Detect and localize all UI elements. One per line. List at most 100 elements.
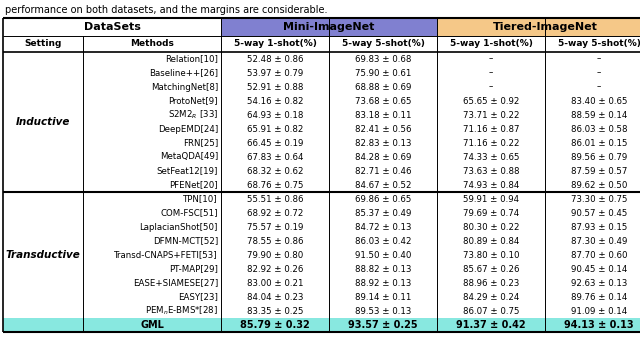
Text: –: –: [597, 68, 601, 78]
Text: 87.93 ± 0.15: 87.93 ± 0.15: [571, 223, 627, 232]
Text: EASE+SIAMESE[27]: EASE+SIAMESE[27]: [132, 278, 218, 288]
Text: Mini-ImageNet: Mini-ImageNet: [284, 22, 374, 32]
Text: 82.92 ± 0.26: 82.92 ± 0.26: [247, 264, 303, 274]
Text: 88.92 ± 0.13: 88.92 ± 0.13: [355, 278, 411, 288]
Text: –: –: [489, 54, 493, 64]
Text: GML: GML: [140, 320, 164, 330]
Text: 5-way 1-shot(%): 5-way 1-shot(%): [234, 39, 316, 49]
Text: 59.91 ± 0.94: 59.91 ± 0.94: [463, 195, 519, 203]
Text: 86.01 ± 0.15: 86.01 ± 0.15: [571, 139, 627, 147]
Text: 5-way 1-shot(%): 5-way 1-shot(%): [449, 39, 532, 49]
Text: 71.16 ± 0.87: 71.16 ± 0.87: [463, 124, 519, 133]
Text: 75.90 ± 0.61: 75.90 ± 0.61: [355, 68, 411, 78]
Text: S2M2$_R$ [33]: S2M2$_R$ [33]: [168, 109, 218, 121]
Text: 71.16 ± 0.22: 71.16 ± 0.22: [463, 139, 519, 147]
Text: DeepEMD[24]: DeepEMD[24]: [157, 124, 218, 133]
Text: 88.96 ± 0.23: 88.96 ± 0.23: [463, 278, 519, 288]
Text: 85.67 ± 0.26: 85.67 ± 0.26: [463, 264, 519, 274]
Text: –: –: [489, 82, 493, 92]
Text: 86.03 ± 0.42: 86.03 ± 0.42: [355, 237, 412, 246]
Text: Setting: Setting: [24, 39, 61, 49]
Text: –: –: [597, 82, 601, 92]
Text: 79.69 ± 0.74: 79.69 ± 0.74: [463, 209, 519, 218]
Text: 80.89 ± 0.84: 80.89 ± 0.84: [463, 237, 519, 246]
Text: 84.72 ± 0.13: 84.72 ± 0.13: [355, 223, 412, 232]
Bar: [3, 318, 640, 332]
Text: Inductive: Inductive: [16, 117, 70, 127]
Text: Tiered-ImageNet: Tiered-ImageNet: [493, 22, 597, 32]
Text: 69.83 ± 0.68: 69.83 ± 0.68: [355, 54, 411, 64]
Text: 83.35 ± 0.25: 83.35 ± 0.25: [247, 306, 303, 316]
Text: 87.59 ± 0.57: 87.59 ± 0.57: [571, 167, 627, 175]
Text: Baseline++[26]: Baseline++[26]: [149, 68, 218, 78]
Text: 84.04 ± 0.23: 84.04 ± 0.23: [247, 292, 303, 302]
Text: 74.33 ± 0.65: 74.33 ± 0.65: [463, 153, 519, 161]
Text: FRN[25]: FRN[25]: [183, 139, 218, 147]
Text: 82.83 ± 0.13: 82.83 ± 0.13: [355, 139, 412, 147]
Text: SetFeat12[19]: SetFeat12[19]: [157, 167, 218, 175]
Text: 84.29 ± 0.24: 84.29 ± 0.24: [463, 292, 519, 302]
Text: DFMN-MCT[52]: DFMN-MCT[52]: [153, 237, 218, 246]
Text: Methods: Methods: [130, 39, 174, 49]
Text: MetaQDA[49]: MetaQDA[49]: [160, 153, 218, 161]
Text: 86.03 ± 0.58: 86.03 ± 0.58: [571, 124, 627, 133]
Text: 80.30 ± 0.22: 80.30 ± 0.22: [463, 223, 519, 232]
Text: 93.57 ± 0.25: 93.57 ± 0.25: [348, 320, 418, 330]
Text: –: –: [489, 68, 493, 78]
Text: 68.76 ± 0.75: 68.76 ± 0.75: [247, 181, 303, 189]
Text: 83.00 ± 0.21: 83.00 ± 0.21: [247, 278, 303, 288]
Text: 83.40 ± 0.65: 83.40 ± 0.65: [571, 96, 627, 105]
Text: PFENet[20]: PFENet[20]: [170, 181, 218, 189]
Text: 78.55 ± 0.86: 78.55 ± 0.86: [247, 237, 303, 246]
Text: 73.80 ± 0.10: 73.80 ± 0.10: [463, 250, 519, 260]
Text: 87.70 ± 0.60: 87.70 ± 0.60: [571, 250, 627, 260]
Text: COM-FSC[51]: COM-FSC[51]: [161, 209, 218, 218]
Text: 54.16 ± 0.82: 54.16 ± 0.82: [247, 96, 303, 105]
Text: 86.07 ± 0.75: 86.07 ± 0.75: [463, 306, 519, 316]
Text: 68.32 ± 0.62: 68.32 ± 0.62: [247, 167, 303, 175]
Text: 89.56 ± 0.79: 89.56 ± 0.79: [571, 153, 627, 161]
Text: 89.14 ± 0.11: 89.14 ± 0.11: [355, 292, 411, 302]
Text: 89.76 ± 0.14: 89.76 ± 0.14: [571, 292, 627, 302]
Text: DataSets: DataSets: [84, 22, 140, 32]
Text: 5-way 5-shot(%): 5-way 5-shot(%): [342, 39, 424, 49]
Text: 84.67 ± 0.52: 84.67 ± 0.52: [355, 181, 412, 189]
Text: Transductive: Transductive: [6, 250, 81, 260]
Text: 73.30 ± 0.75: 73.30 ± 0.75: [571, 195, 627, 203]
Text: performance on both datasets, and the margins are considerable.: performance on both datasets, and the ma…: [5, 5, 328, 15]
Text: PT-MAP[29]: PT-MAP[29]: [169, 264, 218, 274]
Text: Transd-CNAPS+FETI[53]: Transd-CNAPS+FETI[53]: [115, 250, 218, 260]
Text: 79.90 ± 0.80: 79.90 ± 0.80: [247, 250, 303, 260]
Text: PEM$_n$E-BMS*[28]: PEM$_n$E-BMS*[28]: [145, 305, 218, 317]
Text: 73.63 ± 0.88: 73.63 ± 0.88: [463, 167, 519, 175]
Text: 88.82 ± 0.13: 88.82 ± 0.13: [355, 264, 412, 274]
Text: 64.93 ± 0.18: 64.93 ± 0.18: [247, 110, 303, 119]
Text: 88.59 ± 0.14: 88.59 ± 0.14: [571, 110, 627, 119]
Text: 52.91 ± 0.88: 52.91 ± 0.88: [247, 82, 303, 92]
Text: 73.68 ± 0.65: 73.68 ± 0.65: [355, 96, 412, 105]
Text: 90.57 ± 0.45: 90.57 ± 0.45: [571, 209, 627, 218]
Text: 91.09 ± 0.14: 91.09 ± 0.14: [571, 306, 627, 316]
Text: EASY[23]: EASY[23]: [178, 292, 218, 302]
Text: 91.37 ± 0.42: 91.37 ± 0.42: [456, 320, 526, 330]
Text: 89.62 ± 0.50: 89.62 ± 0.50: [571, 181, 627, 189]
Text: 69.86 ± 0.65: 69.86 ± 0.65: [355, 195, 411, 203]
Text: 85.79 ± 0.32: 85.79 ± 0.32: [240, 320, 310, 330]
Bar: [437, 18, 640, 36]
Text: 92.63 ± 0.13: 92.63 ± 0.13: [571, 278, 627, 288]
Text: 73.71 ± 0.22: 73.71 ± 0.22: [463, 110, 519, 119]
Text: 82.71 ± 0.46: 82.71 ± 0.46: [355, 167, 412, 175]
Text: 53.97 ± 0.79: 53.97 ± 0.79: [247, 68, 303, 78]
Text: 87.30 ± 0.49: 87.30 ± 0.49: [571, 237, 627, 246]
Text: 5-way 5-shot(%): 5-way 5-shot(%): [557, 39, 640, 49]
Text: 83.18 ± 0.11: 83.18 ± 0.11: [355, 110, 412, 119]
Text: 94.13 ± 0.13: 94.13 ± 0.13: [564, 320, 634, 330]
Text: 55.51 ± 0.86: 55.51 ± 0.86: [247, 195, 303, 203]
Text: 68.88 ± 0.69: 68.88 ± 0.69: [355, 82, 411, 92]
Text: 67.83 ± 0.64: 67.83 ± 0.64: [247, 153, 303, 161]
Text: 68.92 ± 0.72: 68.92 ± 0.72: [247, 209, 303, 218]
Text: LaplacianShot[50]: LaplacianShot[50]: [140, 223, 218, 232]
Text: 75.57 ± 0.19: 75.57 ± 0.19: [247, 223, 303, 232]
Text: 91.50 ± 0.40: 91.50 ± 0.40: [355, 250, 411, 260]
Text: 85.37 ± 0.49: 85.37 ± 0.49: [355, 209, 411, 218]
